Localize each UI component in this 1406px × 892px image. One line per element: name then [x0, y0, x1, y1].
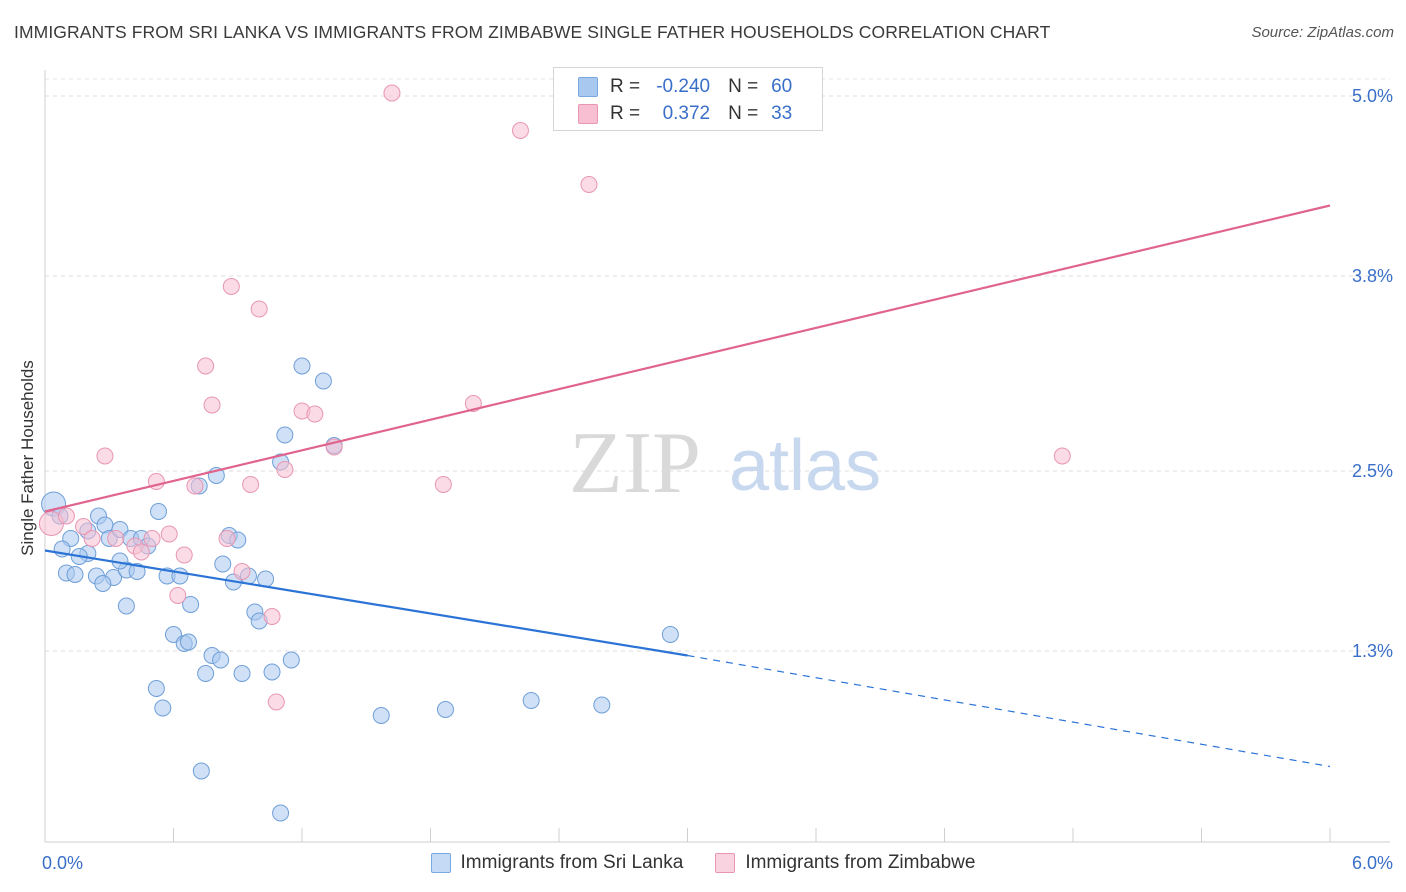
trend-line-zimbabwe — [44, 204, 1331, 513]
point-sri-lanka — [233, 665, 251, 682]
legend-r-value: -0.240 — [656, 76, 711, 97]
legend-row-zimbabwe: R = 0.372 N = 33 — [578, 102, 792, 126]
point-zimbabwe — [242, 476, 260, 493]
legend-swatch-sri-lanka — [578, 77, 598, 97]
tick-labels: 1.3% 2.5% 3.8% 5.0% 0.0% 6.0% — [42, 86, 1393, 873]
point-zimbabwe — [306, 405, 324, 423]
legend-n-label: N = — [728, 76, 759, 97]
point-zimbabwe — [276, 461, 294, 478]
point-zimbabwe — [263, 608, 281, 625]
point-sri-lanka — [276, 426, 294, 444]
legend-swatch-sri-lanka — [430, 853, 451, 873]
point-zimbabwe — [267, 693, 285, 711]
point-sri-lanka — [372, 707, 390, 724]
point-zimbabwe — [222, 278, 240, 295]
point-zimbabwe — [132, 543, 150, 561]
y-tick-label: 5.0% — [1352, 86, 1393, 106]
legend-label-zimbabwe: Immigrants from Zimbabwe — [745, 852, 976, 873]
point-sri-lanka — [154, 699, 172, 717]
legend-swatch-zimbabwe — [715, 853, 736, 873]
point-zimbabwe — [83, 530, 101, 547]
y-axis-label: Single Father Households — [18, 360, 37, 556]
point-sri-lanka — [66, 566, 84, 583]
point-sri-lanka — [272, 804, 290, 822]
point-sri-lanka — [282, 651, 300, 669]
x-tick-label-max: 6.0% — [1352, 853, 1393, 873]
point-sri-lanka — [171, 567, 189, 585]
point-sri-lanka — [197, 665, 215, 682]
x-tick-label-min: 0.0% — [42, 853, 83, 873]
point-sri-lanka — [314, 372, 332, 390]
legend-row-sri-lanka: R = -0.240 N = 60 — [578, 75, 792, 99]
legend-r-label: R = — [610, 76, 641, 97]
point-zimbabwe — [175, 546, 193, 564]
chart-title: IMMIGRANTS FROM SRI LANKA VS IMMIGRANTS … — [14, 22, 1051, 42]
legend-label-sri-lanka: Immigrants from Sri Lanka — [460, 852, 684, 873]
point-sri-lanka — [593, 696, 611, 714]
point-zimbabwe — [75, 518, 93, 535]
trend-lines — [44, 204, 1331, 768]
legend-n-label: N = — [728, 103, 759, 124]
watermark-atlas: atlas — [729, 426, 881, 506]
point-zimbabwe — [250, 300, 268, 318]
data-points — [38, 84, 1071, 822]
point-sri-lanka — [94, 575, 112, 592]
point-zimbabwe — [197, 357, 215, 375]
point-zimbabwe — [107, 530, 125, 547]
point-sri-lanka — [150, 503, 168, 520]
series-legend: Immigrants from Sri Lanka Immigrants fro… — [0, 852, 1406, 874]
point-sri-lanka — [263, 663, 281, 681]
y-tick-label: 1.3% — [1352, 641, 1393, 661]
point-zimbabwe — [233, 563, 251, 580]
point-zimbabwe — [96, 447, 114, 465]
point-zimbabwe — [143, 530, 161, 547]
point-sri-lanka — [117, 597, 135, 615]
y-tick-label: 3.8% — [1352, 266, 1393, 286]
point-zimbabwe — [203, 396, 221, 414]
legend-n-value: 60 — [771, 76, 793, 97]
watermark-zip: ZIP — [569, 415, 701, 512]
point-zimbabwe — [186, 477, 204, 495]
point-zimbabwe — [169, 587, 187, 604]
point-sri-lanka — [147, 680, 165, 697]
legend-r-label: R = — [610, 103, 641, 124]
point-zimbabwe — [1053, 447, 1071, 465]
point-sri-lanka — [128, 563, 146, 580]
point-sri-lanka — [179, 633, 197, 651]
point-sri-lanka — [192, 762, 210, 780]
point-zimbabwe — [434, 476, 452, 493]
point-sri-lanka — [182, 596, 200, 613]
y-tick-label: 2.5% — [1352, 461, 1393, 481]
correlation-legend: R = -0.240 N = 60 R = 0.372 N = 33 — [553, 67, 823, 131]
point-sri-lanka — [436, 701, 454, 718]
point-sri-lanka — [212, 651, 230, 669]
legend-n-value: 33 — [771, 103, 793, 124]
trend-line-sri-lanka-extension — [687, 654, 1331, 768]
legend-item-sri-lanka[interactable]: Immigrants from Sri Lanka — [430, 852, 684, 874]
point-sri-lanka — [522, 692, 540, 709]
point-zimbabwe — [511, 122, 529, 139]
legend-r-value: 0.372 — [662, 103, 711, 124]
point-zimbabwe — [57, 507, 75, 525]
point-zimbabwe — [218, 530, 236, 547]
point-zimbabwe — [580, 176, 598, 193]
trend-line-sri-lanka — [44, 549, 688, 657]
legend-swatch-zimbabwe — [578, 104, 598, 124]
point-sri-lanka — [214, 555, 232, 573]
point-zimbabwe — [383, 84, 401, 102]
legend-item-zimbabwe[interactable]: Immigrants from Zimbabwe — [715, 852, 975, 874]
point-zimbabwe — [160, 525, 178, 543]
point-sri-lanka — [661, 626, 679, 643]
source-label: Source: ZipAtlas.com — [1251, 24, 1394, 41]
axes — [44, 70, 1390, 843]
point-sri-lanka — [293, 357, 311, 375]
